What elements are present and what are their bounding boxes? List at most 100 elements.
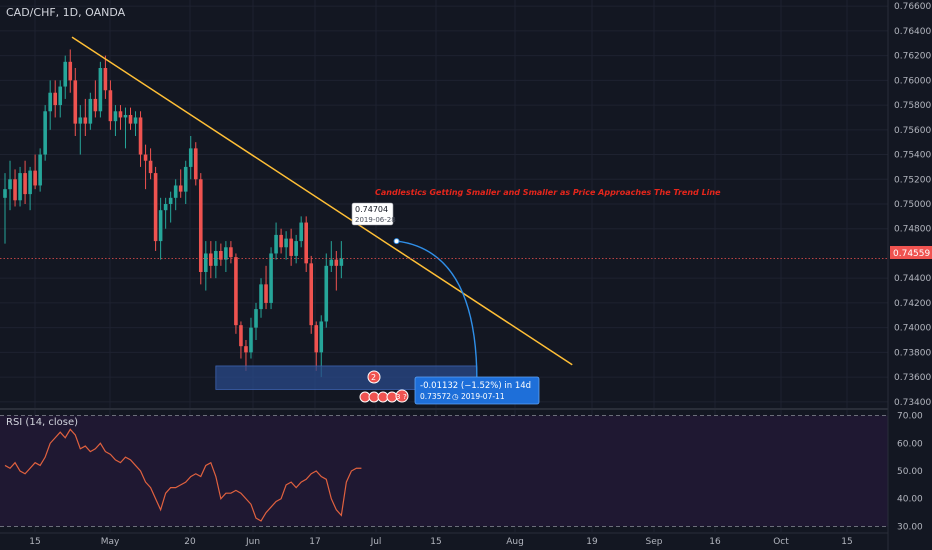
candle[interactable] bbox=[188, 136, 193, 180]
candle[interactable] bbox=[63, 55, 68, 99]
event-badge-icon[interactable] bbox=[367, 370, 381, 384]
drawings[interactable] bbox=[71, 36, 573, 390]
candle[interactable] bbox=[254, 302, 258, 340]
price-axis-tick: 0.73400 bbox=[894, 398, 931, 408]
candle[interactable] bbox=[68, 49, 73, 93]
candle[interactable] bbox=[103, 55, 108, 99]
candle[interactable] bbox=[88, 92, 93, 130]
candle-body bbox=[118, 111, 123, 118]
candle[interactable] bbox=[18, 166, 22, 207]
candle[interactable] bbox=[53, 80, 57, 118]
candle[interactable] bbox=[28, 166, 32, 211]
candle-body bbox=[309, 263, 314, 326]
candle[interactable] bbox=[158, 197, 163, 260]
candle[interactable] bbox=[128, 107, 133, 130]
time-axis-tick: Sep bbox=[646, 537, 663, 547]
candle[interactable] bbox=[23, 160, 27, 204]
candle[interactable] bbox=[219, 243, 223, 266]
candle-body bbox=[188, 148, 193, 167]
rsi-line[interactable] bbox=[4, 428, 362, 522]
candle[interactable] bbox=[239, 321, 243, 359]
candle[interactable] bbox=[123, 107, 128, 149]
candle[interactable] bbox=[309, 255, 314, 334]
candle[interactable] bbox=[148, 148, 153, 180]
candle[interactable] bbox=[48, 80, 52, 130]
time-axis-tick: 15 bbox=[841, 537, 852, 547]
peak-callout[interactable] bbox=[351, 202, 394, 226]
candle-body bbox=[13, 179, 17, 201]
candle[interactable] bbox=[133, 111, 138, 136]
candle[interactable] bbox=[204, 241, 208, 291]
candle[interactable] bbox=[8, 160, 12, 211]
candle[interactable] bbox=[324, 253, 329, 328]
candle[interactable] bbox=[33, 154, 37, 190]
candle[interactable] bbox=[73, 68, 78, 136]
trend-line[interactable] bbox=[71, 36, 573, 366]
candle[interactable] bbox=[153, 166, 158, 251]
event-badge-icon[interactable] bbox=[395, 389, 409, 403]
candle[interactable] bbox=[339, 241, 344, 279]
rsi-pane[interactable] bbox=[0, 415, 888, 527]
candle[interactable] bbox=[108, 80, 113, 130]
candle[interactable] bbox=[329, 241, 334, 272]
candle[interactable] bbox=[43, 105, 47, 161]
candle[interactable] bbox=[13, 169, 17, 207]
candle[interactable] bbox=[289, 228, 293, 266]
candle[interactable] bbox=[314, 321, 319, 371]
candle[interactable] bbox=[224, 241, 228, 272]
candle[interactable] bbox=[173, 179, 178, 211]
price-axis-tick: 0.76600 bbox=[894, 2, 931, 12]
candle[interactable] bbox=[168, 191, 173, 223]
candle[interactable] bbox=[98, 61, 103, 118]
candle[interactable] bbox=[259, 278, 263, 318]
candle[interactable] bbox=[209, 241, 213, 279]
candle[interactable] bbox=[38, 148, 42, 192]
candle[interactable] bbox=[93, 80, 98, 118]
candle-body bbox=[294, 241, 298, 256]
candle[interactable] bbox=[284, 231, 288, 260]
candle[interactable] bbox=[58, 80, 63, 118]
projection-arrow[interactable] bbox=[396, 240, 478, 381]
candle[interactable] bbox=[183, 160, 188, 204]
candle[interactable] bbox=[113, 105, 118, 136]
event-badge-count: 2 bbox=[371, 373, 376, 382]
time-axis-tick: Jun bbox=[245, 537, 260, 547]
candle[interactable] bbox=[143, 144, 148, 190]
candle[interactable] bbox=[178, 169, 183, 198]
candle[interactable] bbox=[229, 241, 233, 264]
candle[interactable] bbox=[118, 105, 123, 130]
candle[interactable] bbox=[214, 241, 218, 279]
candle[interactable] bbox=[274, 222, 278, 260]
candle[interactable] bbox=[269, 247, 273, 310]
projection-callout[interactable] bbox=[414, 376, 540, 405]
candle[interactable] bbox=[83, 98, 88, 136]
candle[interactable] bbox=[163, 197, 168, 229]
peak-date: 2019-06-28 bbox=[355, 216, 396, 224]
candle[interactable] bbox=[249, 317, 253, 359]
candle[interactable] bbox=[334, 250, 339, 291]
candle[interactable] bbox=[279, 228, 283, 254]
candle[interactable] bbox=[193, 142, 198, 186]
candle-body bbox=[48, 92, 52, 112]
candle-body bbox=[108, 90, 113, 122]
candle-body bbox=[214, 250, 218, 266]
candle-body bbox=[63, 61, 68, 87]
candle[interactable] bbox=[3, 173, 7, 244]
projection-date: 2019-07-11 bbox=[461, 392, 505, 401]
event-badge-count: 3 bbox=[396, 393, 400, 401]
rsi-axis-tick: 40.00 bbox=[897, 495, 923, 505]
candle[interactable] bbox=[198, 173, 203, 285]
candle[interactable] bbox=[294, 234, 298, 264]
candle-body bbox=[78, 117, 83, 124]
event-badges[interactable]: 2 3 ? bbox=[359, 370, 409, 403]
candle[interactable] bbox=[78, 105, 83, 155]
projection-start-point[interactable] bbox=[393, 238, 400, 245]
candle[interactable] bbox=[138, 111, 143, 167]
candle[interactable] bbox=[299, 216, 303, 248]
annotation-text[interactable]: Candlestics Getting Smaller and Smaller … bbox=[375, 188, 721, 197]
candle[interactable] bbox=[234, 253, 238, 334]
candlestick-series[interactable] bbox=[3, 49, 344, 378]
candle[interactable] bbox=[264, 265, 268, 310]
candle[interactable] bbox=[304, 216, 308, 272]
